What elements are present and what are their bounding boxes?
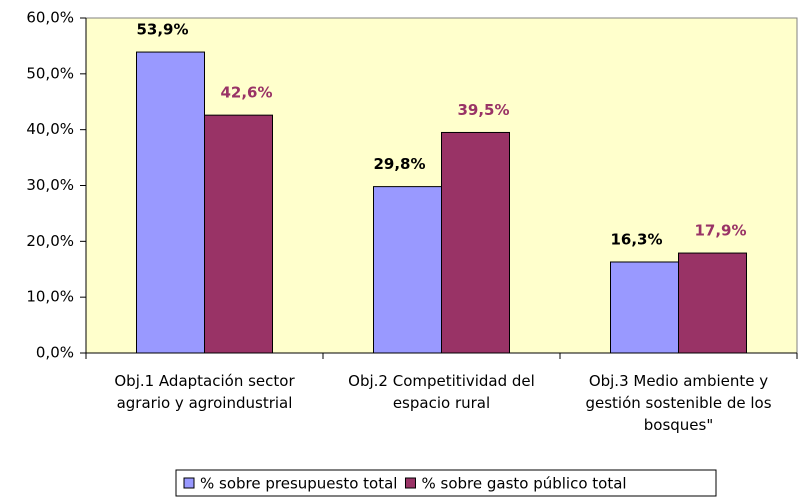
bar [610, 261, 679, 354]
y-tick-label: 20,0% [26, 232, 74, 250]
y-tick-label: 10,0% [26, 288, 74, 306]
value-label: 29,8% [373, 155, 425, 173]
bar [678, 252, 747, 354]
bar [204, 114, 273, 354]
bar [136, 51, 205, 354]
y-tick-label: 0,0% [36, 344, 74, 362]
legend-box [175, 469, 717, 497]
legend-label: % sobre presupuesto total [200, 475, 397, 493]
y-tick-label: 30,0% [26, 176, 74, 194]
legend-swatch [404, 477, 416, 489]
value-label: 42,6% [220, 84, 272, 102]
value-label: 53,9% [136, 21, 188, 39]
x-tick-label: Obj.2 Competitividad del espacio rural [348, 372, 535, 412]
x-tick-label: Obj.1 Adaptación sector agrario y agroin… [114, 372, 295, 412]
value-label: 17,9% [694, 222, 746, 240]
y-tick-label: 40,0% [26, 120, 74, 138]
bar [441, 131, 510, 354]
x-tick-label: Obj.3 Medio ambiente y gestión sostenibl… [585, 372, 772, 434]
y-tick-label: 50,0% [26, 64, 74, 82]
bar [373, 186, 442, 354]
value-label: 39,5% [457, 101, 509, 119]
legend-label: % sobre gasto público total [421, 475, 626, 493]
legend-swatch [183, 477, 195, 489]
y-tick-label: 60,0% [26, 9, 74, 27]
value-label: 16,3% [610, 230, 662, 248]
